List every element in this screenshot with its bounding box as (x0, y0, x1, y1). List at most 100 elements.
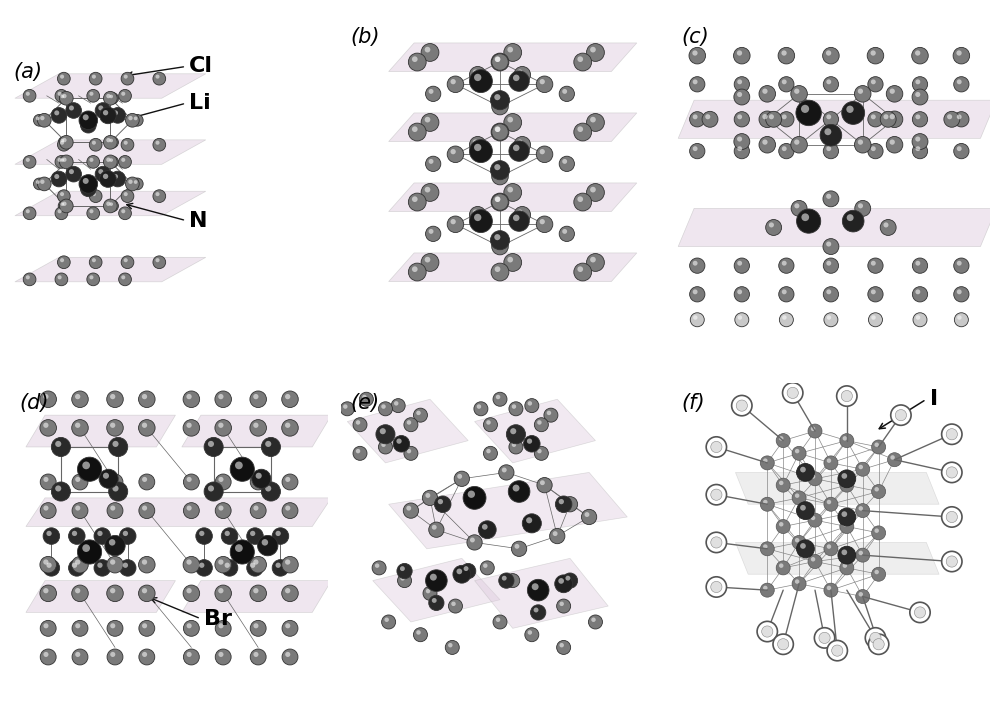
Circle shape (871, 79, 876, 84)
Circle shape (856, 548, 870, 562)
Circle shape (509, 576, 513, 581)
Circle shape (859, 592, 863, 597)
Circle shape (491, 193, 509, 211)
Circle shape (155, 75, 160, 78)
Circle shape (590, 187, 596, 193)
Circle shape (511, 541, 527, 557)
Circle shape (139, 649, 155, 665)
Circle shape (868, 313, 882, 326)
Circle shape (450, 219, 456, 224)
Circle shape (762, 88, 768, 94)
Circle shape (776, 520, 790, 533)
Circle shape (406, 505, 411, 510)
Circle shape (23, 207, 36, 219)
Circle shape (92, 141, 96, 145)
Circle shape (494, 234, 500, 240)
Circle shape (43, 623, 48, 628)
Circle shape (275, 531, 281, 536)
Circle shape (508, 481, 530, 503)
Circle shape (121, 256, 134, 269)
Circle shape (454, 471, 469, 487)
Circle shape (469, 66, 486, 83)
Circle shape (854, 86, 871, 102)
Circle shape (491, 53, 509, 71)
Circle shape (706, 577, 727, 597)
Circle shape (40, 180, 45, 184)
Circle shape (512, 404, 516, 409)
Circle shape (353, 446, 367, 460)
Circle shape (912, 287, 928, 302)
Circle shape (421, 44, 439, 61)
Circle shape (794, 203, 799, 209)
Circle shape (846, 106, 854, 113)
Circle shape (124, 141, 128, 145)
Circle shape (204, 482, 223, 501)
Circle shape (838, 508, 856, 526)
Circle shape (225, 562, 230, 568)
Circle shape (438, 499, 443, 504)
Circle shape (109, 95, 113, 99)
Circle shape (587, 183, 604, 201)
Circle shape (946, 429, 957, 440)
Circle shape (847, 214, 854, 221)
Circle shape (412, 127, 418, 132)
Circle shape (525, 398, 539, 413)
Circle shape (779, 144, 794, 159)
Circle shape (218, 588, 224, 593)
Circle shape (183, 420, 200, 436)
Circle shape (119, 273, 131, 285)
Circle shape (550, 528, 565, 544)
Circle shape (873, 638, 884, 650)
Circle shape (99, 470, 118, 488)
Circle shape (690, 313, 704, 326)
Circle shape (474, 402, 488, 416)
Circle shape (421, 114, 439, 132)
Circle shape (517, 209, 523, 215)
Circle shape (450, 79, 456, 84)
Circle shape (492, 54, 508, 70)
Circle shape (944, 111, 960, 127)
Circle shape (142, 394, 147, 399)
Circle shape (504, 114, 522, 132)
Circle shape (513, 485, 520, 492)
Circle shape (824, 542, 838, 556)
Circle shape (811, 475, 815, 479)
Circle shape (142, 505, 147, 510)
Circle shape (832, 645, 843, 656)
Circle shape (285, 423, 290, 428)
Circle shape (574, 123, 592, 141)
Circle shape (89, 138, 102, 151)
Circle shape (107, 557, 123, 573)
Circle shape (534, 418, 548, 431)
Circle shape (121, 190, 134, 203)
Circle shape (528, 631, 532, 635)
Circle shape (737, 79, 742, 84)
Circle shape (559, 499, 564, 504)
Circle shape (107, 585, 123, 602)
Circle shape (801, 214, 809, 221)
Circle shape (139, 420, 155, 436)
Circle shape (72, 557, 88, 573)
Circle shape (826, 146, 831, 151)
Circle shape (493, 393, 507, 406)
Circle shape (886, 111, 903, 127)
Circle shape (474, 74, 481, 81)
Circle shape (808, 513, 822, 527)
Circle shape (766, 219, 782, 235)
Polygon shape (26, 581, 175, 613)
Circle shape (778, 638, 789, 650)
Circle shape (215, 391, 231, 408)
Circle shape (913, 313, 927, 326)
Circle shape (565, 500, 570, 504)
Circle shape (72, 391, 88, 408)
Circle shape (282, 420, 298, 436)
Circle shape (557, 641, 571, 654)
Circle shape (128, 116, 133, 120)
Circle shape (555, 575, 573, 592)
Circle shape (124, 258, 128, 262)
Circle shape (558, 578, 564, 584)
Circle shape (953, 47, 970, 64)
Circle shape (483, 446, 497, 460)
Circle shape (912, 111, 928, 127)
Circle shape (507, 47, 513, 52)
